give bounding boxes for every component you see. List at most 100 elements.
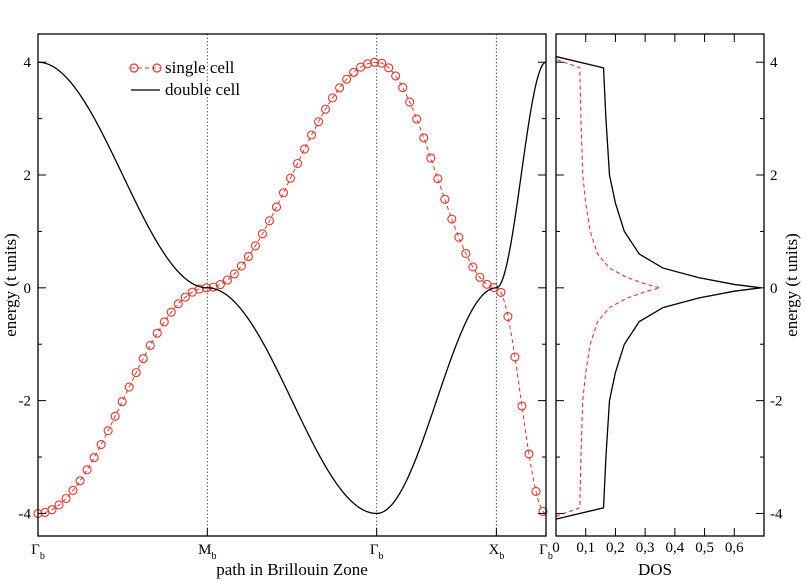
dos-x-axis-title: DOS	[638, 560, 672, 579]
data-point	[538, 506, 548, 516]
data-point	[75, 476, 85, 486]
data-point	[173, 299, 183, 309]
band-x-tick-labels: Γb Mb Γb Xb Γb	[31, 528, 553, 562]
data-point	[166, 307, 176, 317]
x-tick-label: 0	[552, 540, 560, 556]
data-point	[433, 174, 443, 184]
data-point	[145, 340, 155, 350]
data-point	[110, 411, 120, 421]
x-tick-label: 0,4	[665, 540, 684, 556]
data-point	[257, 229, 267, 239]
data-point	[349, 67, 359, 77]
band-structure-panel: 4 2 0 -2 -4 Γb Mb Γb Xb Γb path in Brillouin Zon…	[1, 33, 553, 579]
data-point	[306, 130, 317, 140]
data-point	[321, 104, 331, 114]
data-point	[159, 317, 169, 327]
data-point	[524, 449, 534, 459]
data-point	[89, 453, 99, 463]
data-point	[370, 57, 380, 67]
data-point	[447, 214, 457, 224]
data-point	[236, 261, 246, 271]
data-point	[54, 500, 64, 510]
data-point	[152, 328, 162, 338]
data-point	[426, 153, 436, 163]
data-point	[461, 248, 471, 259]
dos-y-axis-title: energy (t units)	[782, 233, 801, 337]
y-tick-label: -4	[19, 506, 32, 522]
data-point	[229, 269, 239, 279]
series-line-double-cell	[37, 61, 547, 515]
x-tick-label: Γb	[370, 542, 384, 562]
data-point	[328, 93, 338, 103]
y-tick-label: 0	[24, 281, 32, 297]
band-plot-frame	[37, 33, 547, 537]
x-tick-label: Γb	[539, 542, 553, 562]
data-point	[264, 216, 275, 226]
legend-single-cell-marker	[129, 63, 139, 73]
legend-double-cell-label: double cell	[165, 80, 240, 99]
data-point	[419, 133, 429, 143]
dos-axis-ticks: 0 0,1 0,2 0,3 0,4 0,5 0,6 4 2 0 -2 -4	[552, 34, 783, 556]
band-axis-ticks: 4 2 0 -2 -4	[19, 55, 546, 522]
legend-entry-single-cell: single cell	[129, 58, 235, 77]
y-tick-label: 4	[24, 55, 32, 71]
data-point	[124, 382, 134, 392]
legend-single-cell-marker	[152, 63, 162, 73]
data-point	[313, 117, 324, 127]
data-point	[503, 311, 513, 322]
x-tick-label: 0,3	[636, 540, 655, 556]
y-tick-label: 0	[770, 281, 778, 297]
data-point	[47, 505, 57, 515]
x-tick-label: 0,2	[606, 540, 625, 556]
data-point	[335, 83, 345, 93]
dos-panel: 0 0,1 0,2 0,3 0,4 0,5 0,6 4 2 0 -2 -4 DOS energy (t…	[552, 33, 801, 579]
y-tick-label: -2	[19, 394, 32, 410]
data-point	[271, 202, 282, 212]
data-point	[292, 158, 303, 169]
data-point	[180, 292, 190, 302]
dos-plot-frame	[555, 33, 765, 537]
dos-line-single-cell	[555, 58, 663, 517]
data-point	[412, 114, 422, 124]
x-tick-label: Mb	[198, 542, 216, 562]
x-tick-label: Xb	[488, 542, 504, 562]
data-point	[299, 144, 310, 154]
data-point	[61, 493, 71, 504]
data-point	[475, 272, 485, 282]
data-point	[278, 188, 289, 198]
y-tick-label: 4	[770, 55, 778, 71]
x-tick-label: 0,6	[725, 540, 744, 556]
data-point	[517, 401, 527, 411]
data-point	[103, 426, 113, 436]
data-point	[342, 74, 352, 84]
data-point	[454, 232, 464, 242]
data-point	[384, 63, 394, 73]
data-point	[222, 275, 232, 285]
data-point	[194, 284, 204, 294]
data-point	[138, 354, 148, 364]
band-y-axis-title: energy (t units)	[1, 233, 20, 337]
data-point	[363, 59, 373, 69]
band-series	[33, 57, 548, 518]
data-point	[82, 465, 92, 475]
data-point	[243, 252, 253, 262]
x-tick-label: 0,5	[695, 540, 714, 556]
data-point	[96, 439, 106, 450]
data-point	[440, 194, 450, 204]
data-point	[405, 97, 415, 107]
legend-entry-double-cell: double cell	[131, 80, 240, 99]
data-point	[377, 58, 387, 68]
y-tick-label: 2	[770, 168, 778, 184]
y-tick-label: -4	[770, 506, 783, 522]
data-point	[496, 287, 506, 297]
data-point	[391, 71, 401, 81]
legend-single-cell-label: single cell	[165, 58, 235, 77]
data-point	[250, 241, 260, 251]
data-point	[117, 397, 127, 407]
data-point	[510, 352, 520, 362]
data-point	[398, 82, 408, 93]
y-tick-label: 2	[24, 168, 32, 184]
x-tick-label: 0,1	[576, 540, 595, 556]
data-point	[215, 279, 225, 290]
